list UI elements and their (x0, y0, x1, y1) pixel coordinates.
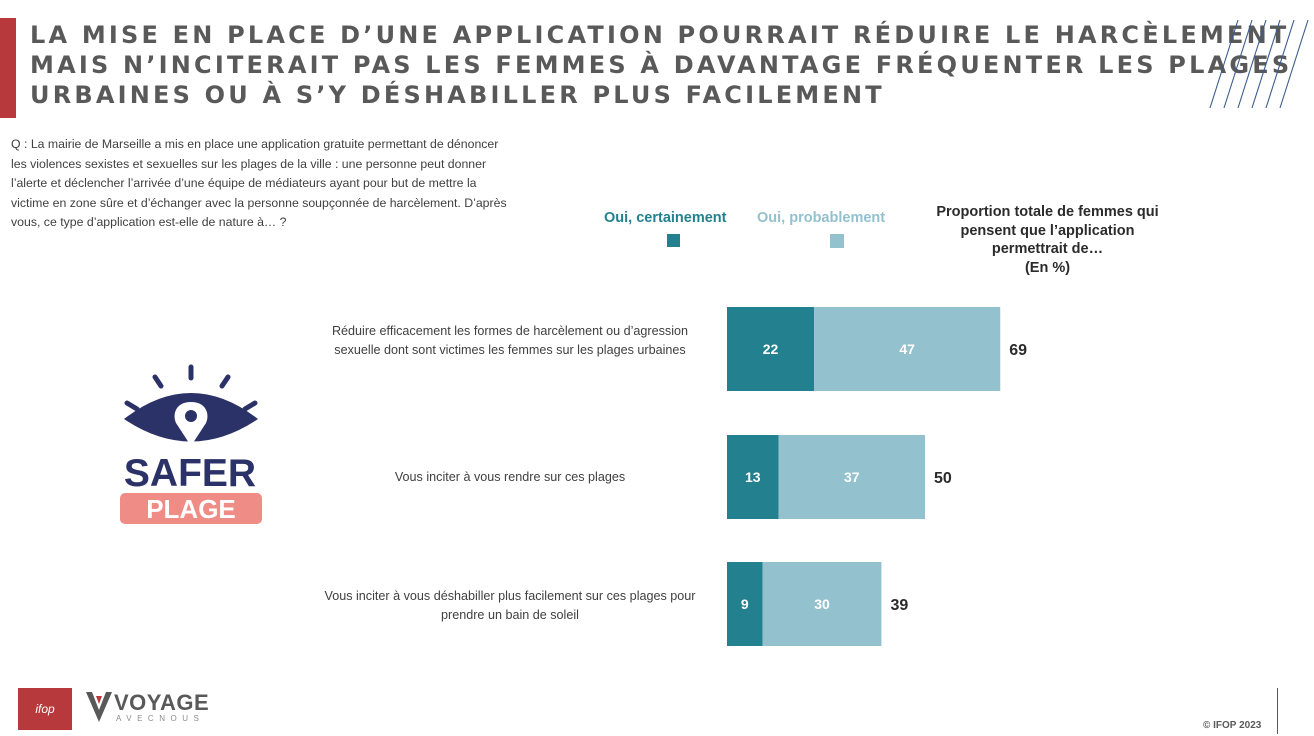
bar-value-label-certainement-1: 22 (763, 341, 779, 357)
total-header-unit: (En %) (1024, 259, 1071, 276)
legend-swatch-certainement (667, 234, 680, 247)
total-header-text: Proportion totale de femmes qui pensent … (936, 204, 1159, 257)
title-line-1: LA MISE EN PLACE D’UNE APPLICATION POURR… (30, 21, 1290, 49)
bar-probablement-3 (762, 562, 882, 646)
bar-certainement-3 (727, 562, 763, 646)
decorative-slashes (1209, 19, 1309, 109)
legend-swatch-probablement (830, 234, 844, 248)
ifop-logo: ifop (18, 688, 72, 730)
total-column-header: Proportion totale de femmes qui pensent … (935, 203, 1160, 277)
bar-value-label-probablement-1: 47 (899, 341, 915, 357)
title-line-3: URBAINES OU À S’Y DÉSHABILLER PLUS FACIL… (30, 81, 885, 109)
eye-location-icon (124, 364, 258, 446)
bar-certainement-1 (727, 307, 815, 391)
logo-plage-box (120, 493, 262, 524)
logo-safer-text: SAFER (124, 452, 256, 495)
bar-value-label-certainement-2: 13 (745, 469, 761, 485)
total-value-label-1: 69 (1009, 342, 1027, 359)
copyright: © IFOP 2023 (1203, 720, 1262, 731)
survey-question: Q : La mairie de Marseille a mis en plac… (11, 137, 507, 229)
legend-label-certainement: Oui, certainement (604, 210, 727, 226)
legend-label-probablement: Oui, probablement (757, 210, 886, 226)
page-title: LA MISE EN PLACE D’UNE APPLICATION POURR… (30, 20, 1293, 110)
copyright-divider (1277, 688, 1278, 734)
category-label-1: Réduire efficacement les formes de harcè… (331, 324, 689, 357)
voyage-subtext: AVECNOUS (116, 714, 205, 723)
total-value-label-3: 39 (890, 597, 908, 614)
title-line-2: MAIS N’INCITERAIT PAS LES FEMMES À DAVAN… (30, 51, 1293, 79)
bar-value-label-certainement-3: 9 (741, 596, 749, 612)
title-accent-bar (0, 18, 16, 118)
logo-plage-text: PLAGE (146, 494, 236, 524)
voyage-text: VOYAGE (114, 690, 210, 715)
bar-certainement-2 (727, 435, 779, 519)
bar-probablement-2 (778, 435, 925, 519)
bar-value-label-probablement-3: 30 (814, 596, 830, 612)
category-label-3: Vous inciter à vous déshabiller plus fac… (324, 589, 696, 622)
total-value-label-2: 50 (934, 470, 952, 487)
category-label-2: Vous inciter à vous rendre sur ces plage… (394, 470, 626, 484)
voyage-v-icon (86, 692, 112, 722)
bar-value-label-probablement-2: 37 (844, 469, 860, 485)
bar-probablement-1 (814, 307, 1001, 391)
safer-plage-logo: SAFER PLAGE (120, 364, 262, 524)
